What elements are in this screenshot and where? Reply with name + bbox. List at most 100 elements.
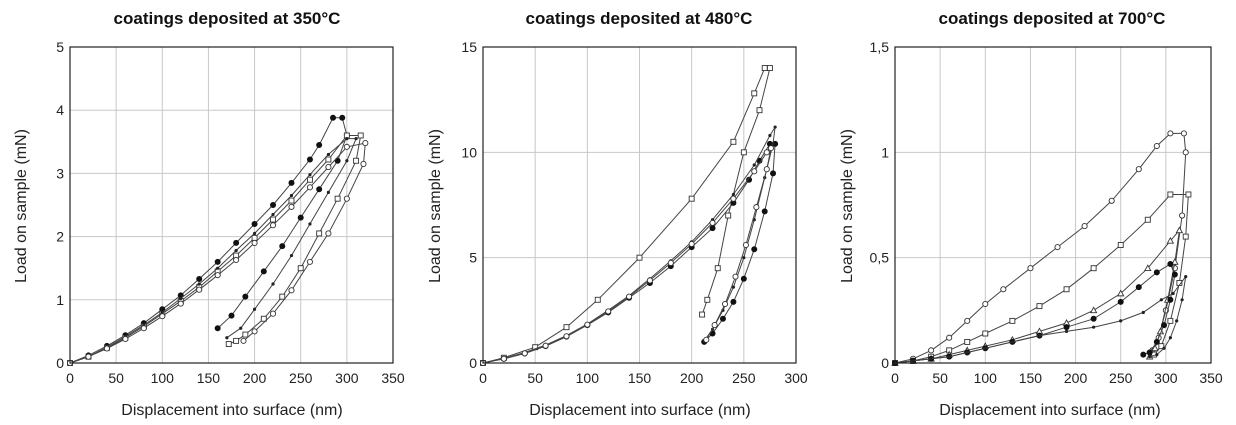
data-point <box>306 184 313 191</box>
data-point <box>271 212 275 217</box>
data-point <box>722 300 729 308</box>
plot-frame <box>69 46 394 364</box>
data-point <box>688 195 695 202</box>
x-tick-label: 350 <box>1199 370 1223 386</box>
data-point <box>667 259 674 266</box>
data-point <box>214 325 221 332</box>
data-point <box>1000 286 1007 293</box>
data-point <box>1153 338 1160 345</box>
series-line <box>894 263 1176 364</box>
data-point <box>626 293 633 300</box>
series-small-dot <box>68 137 358 365</box>
x-tick-label: 0 <box>891 370 899 386</box>
data-point <box>771 142 775 146</box>
x-tick-label: 300 <box>335 370 359 386</box>
data-point <box>122 335 129 343</box>
data-point <box>297 265 304 272</box>
x-tick-label: 250 <box>732 370 756 386</box>
plot-frame <box>894 46 1212 364</box>
series-line <box>69 138 357 364</box>
data-point <box>325 156 332 163</box>
data-point <box>270 201 277 208</box>
data-point <box>761 65 768 72</box>
series-open-square <box>480 65 773 366</box>
x-axis-label: Displacement into surface (nm) <box>121 402 342 419</box>
data-point <box>343 195 350 202</box>
data-point <box>252 231 257 236</box>
data-point <box>1171 271 1178 278</box>
data-point <box>1167 260 1174 267</box>
data-point <box>228 312 235 319</box>
data-point <box>234 248 238 253</box>
data-point <box>325 164 332 171</box>
data-point <box>1180 298 1184 302</box>
data-point <box>1175 226 1184 234</box>
data-point <box>756 107 763 114</box>
y-tick-label: 0,5 <box>870 250 890 266</box>
data-point <box>1009 317 1016 324</box>
data-point <box>751 168 758 175</box>
series-small-dot <box>481 125 777 365</box>
y-tick-label: 1,5 <box>870 39 890 55</box>
data-point <box>288 203 295 210</box>
data-point <box>260 315 267 322</box>
data-point <box>751 246 758 253</box>
data-point <box>270 216 276 223</box>
data-point <box>768 133 772 138</box>
data-point <box>773 125 777 129</box>
data-point <box>1108 197 1115 204</box>
data-point <box>763 149 770 156</box>
series-line <box>894 194 1189 364</box>
data-point <box>1182 149 1189 156</box>
data-point <box>563 324 570 331</box>
data-point <box>751 90 758 97</box>
data-point <box>214 272 221 279</box>
data-point <box>542 342 549 349</box>
data-point <box>251 234 258 241</box>
data-point <box>947 355 951 359</box>
data-point <box>179 296 183 301</box>
data-point <box>964 338 971 345</box>
data-point <box>703 336 710 343</box>
data-point <box>1063 286 1070 293</box>
data-point <box>316 141 323 148</box>
data-point <box>334 195 341 202</box>
x-tick-label: 50 <box>932 370 948 386</box>
series-line <box>69 135 362 364</box>
data-point <box>1171 291 1175 296</box>
data-point <box>1167 296 1174 303</box>
data-point <box>140 325 147 332</box>
y-tick-label: 0 <box>881 355 889 371</box>
series-line <box>482 143 776 364</box>
y-tick-label: 0 <box>469 355 477 371</box>
x-tick-label: 100 <box>576 370 600 386</box>
x-tick-label: 150 <box>1019 370 1043 386</box>
y-axis-label: Load on sample (mN) <box>427 129 444 283</box>
data-point <box>1090 315 1097 322</box>
data-point <box>1159 298 1163 302</box>
data-point <box>343 143 350 150</box>
series-open-triangle <box>891 226 1184 366</box>
y-tick-label: 0 <box>56 355 64 371</box>
data-point <box>929 357 933 361</box>
data-point <box>742 256 746 260</box>
chart-title: coatings deposited at 700°C <box>939 9 1166 28</box>
series-small-dot <box>893 275 1188 365</box>
data-point <box>636 254 643 261</box>
data-point <box>1167 317 1174 324</box>
data-point <box>357 132 364 139</box>
data-point <box>289 253 294 258</box>
y-tick-label: 1 <box>56 292 64 308</box>
data-point <box>242 293 249 300</box>
series-open-circle <box>66 140 369 367</box>
series-open-square <box>892 191 1192 366</box>
series-group <box>891 130 1192 367</box>
data-point <box>719 315 726 322</box>
series-group <box>479 65 779 367</box>
data-point <box>239 326 243 330</box>
data-point <box>103 345 110 352</box>
x-axis-label: Displacement into surface (nm) <box>939 402 1160 419</box>
y-tick-label: 3 <box>56 165 64 181</box>
data-point <box>216 266 220 270</box>
data-point <box>325 230 332 237</box>
